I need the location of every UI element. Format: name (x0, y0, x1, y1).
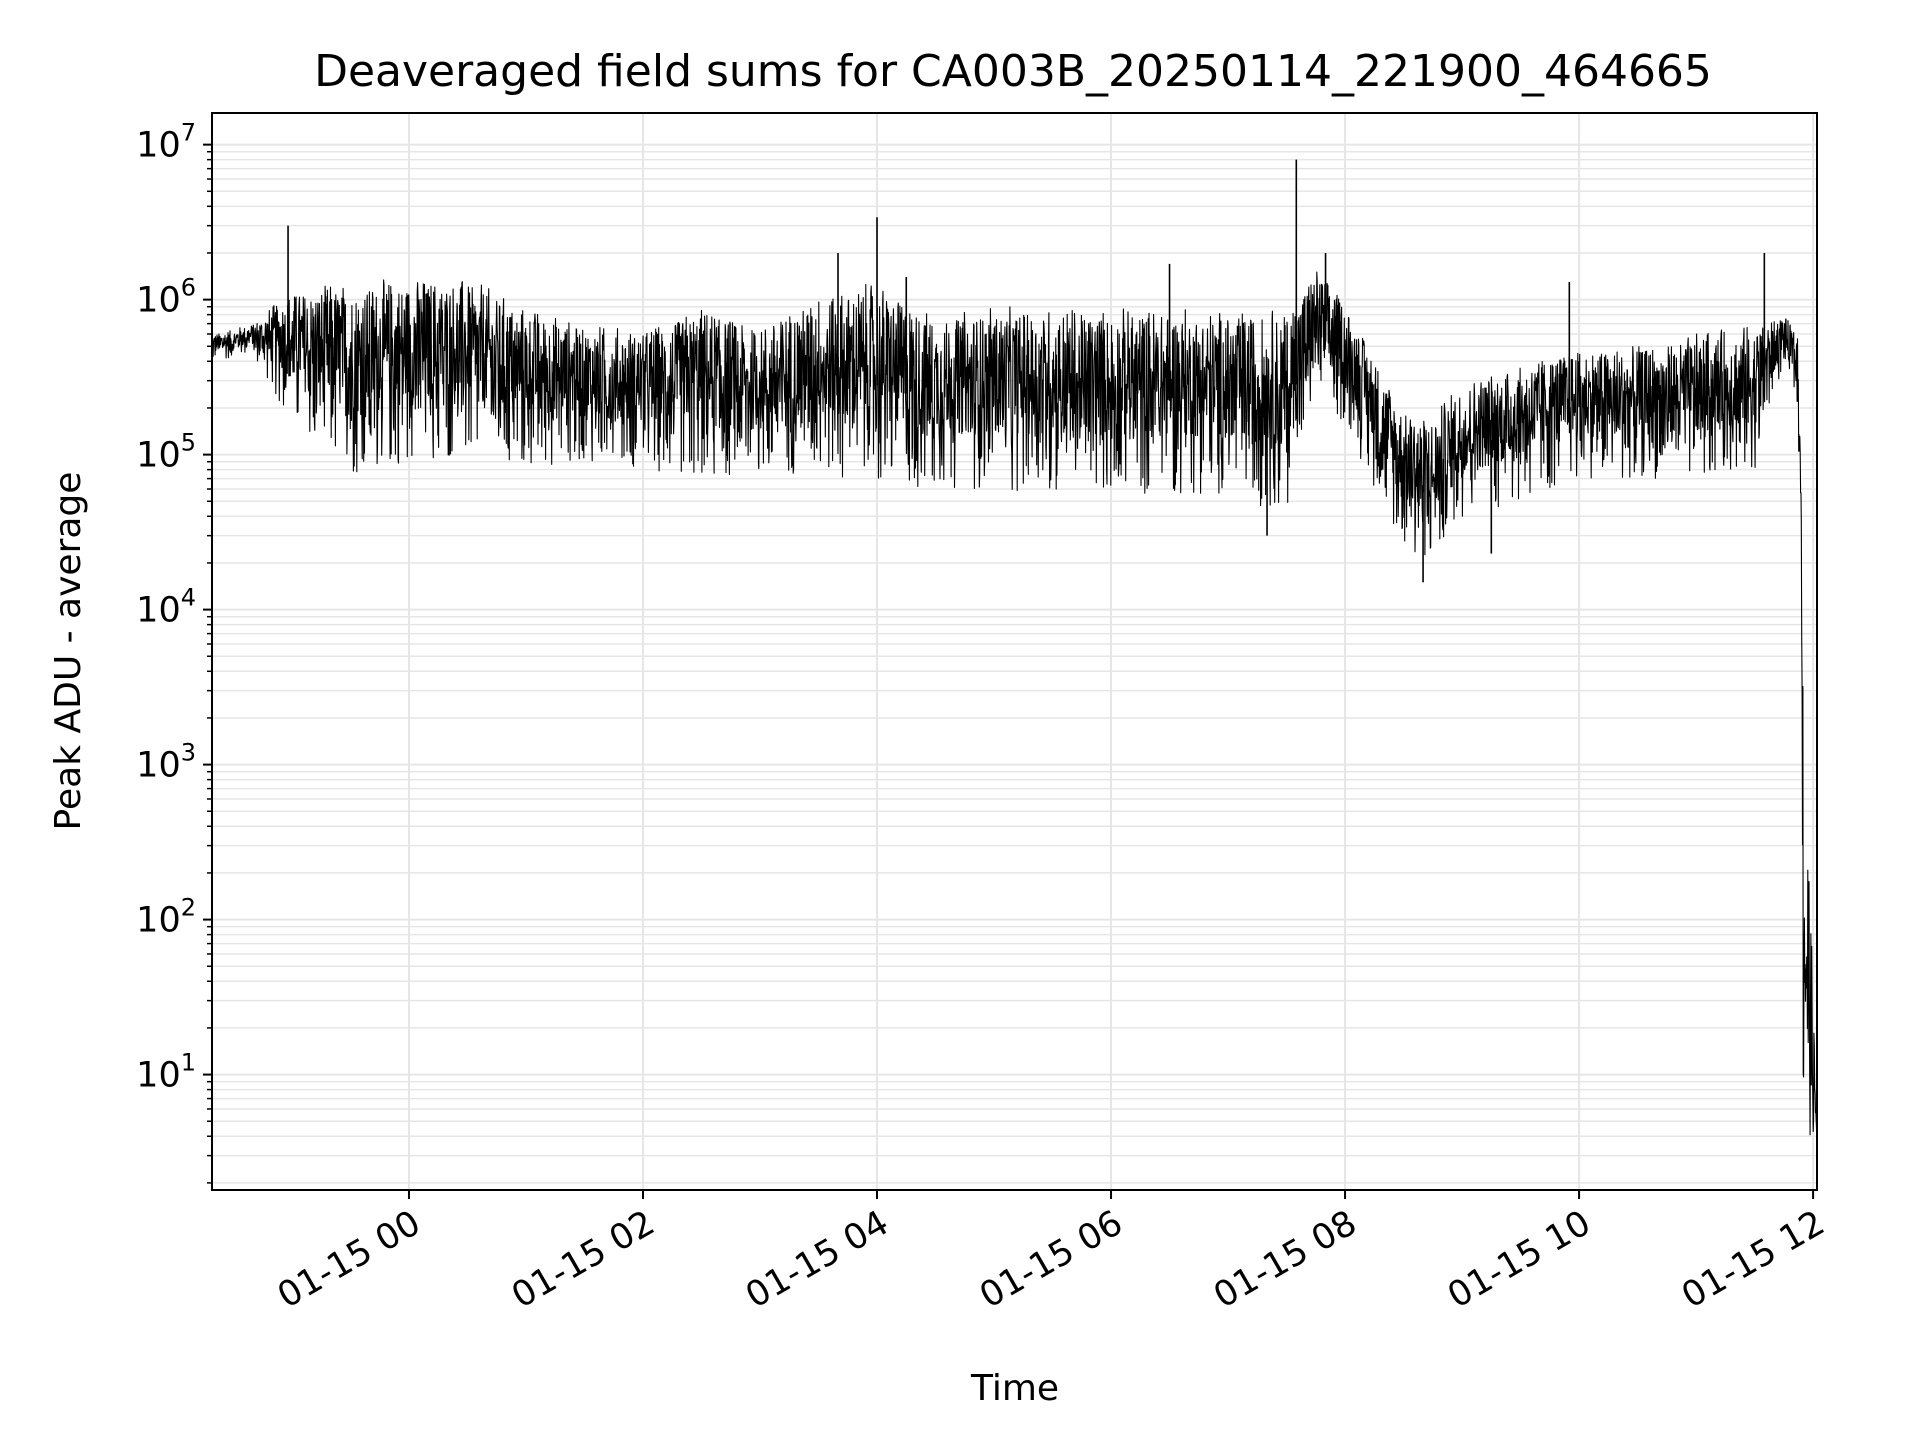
series-line (211, 159, 1818, 1136)
y-tick-label: 102 (136, 894, 196, 941)
plot-area (211, 112, 1818, 1191)
y-tick-label: 107 (136, 119, 196, 166)
y-tick-label: 104 (136, 584, 196, 631)
y-tick-label: 101 (136, 1049, 196, 1096)
plot-background (212, 113, 1817, 1190)
y-tick-label: 106 (136, 274, 196, 321)
series-trace (211, 271, 1818, 1136)
chart-title: Deaveraged field sums for CA003B_2025011… (314, 46, 1712, 97)
y-tick-label: 103 (136, 739, 196, 786)
y-axis-label: Peak ADU - average (48, 472, 89, 831)
y-tick-label: 105 (136, 429, 196, 476)
x-axis-label: Time (970, 1368, 1059, 1409)
y-axis: 101 102 103 104 105 106 107 (136, 119, 212, 1184)
plot-frame (211, 112, 1818, 1191)
